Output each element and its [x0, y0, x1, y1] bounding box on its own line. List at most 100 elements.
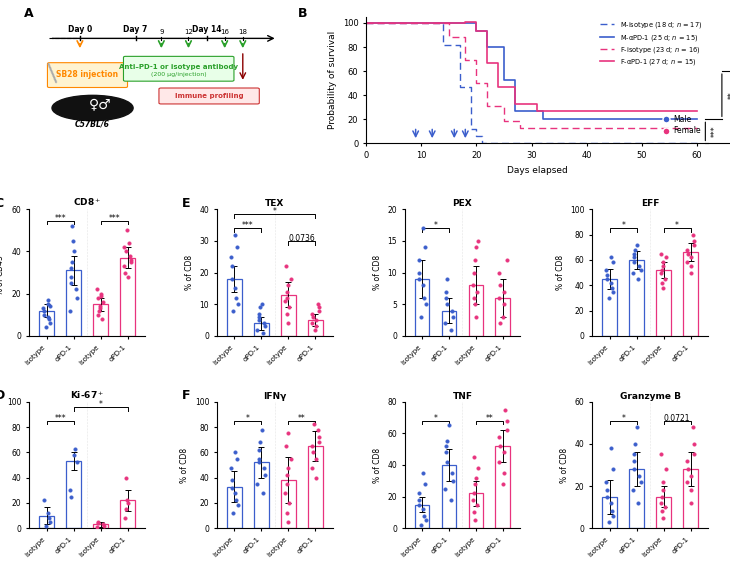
Point: [44, 302, 55, 311]
Point: [501, 425, 512, 434]
Point: [447, 477, 458, 486]
Point: [681, 245, 693, 254]
Point: [493, 268, 505, 277]
Text: C57BL/6: C57BL/6: [75, 120, 110, 129]
Point: [124, 251, 136, 260]
Point: [657, 486, 669, 495]
Text: Day 14: Day 14: [192, 25, 221, 34]
Text: A: A: [24, 7, 34, 20]
Point: [280, 488, 291, 497]
Point: [493, 432, 505, 441]
Point: [67, 237, 79, 246]
Point: [45, 518, 56, 527]
Point: [312, 300, 323, 309]
Text: F: F: [182, 389, 191, 402]
Text: B: B: [298, 7, 307, 20]
Point: [607, 287, 619, 296]
Point: [99, 521, 110, 530]
Point: [229, 448, 241, 457]
Y-axis label: % of CD8: % of CD8: [180, 447, 189, 483]
Bar: [602, 279, 617, 336]
Point: [604, 253, 616, 262]
Point: [258, 463, 270, 472]
Point: [280, 297, 291, 306]
Point: [66, 257, 78, 266]
Text: ♀♂: ♀♂: [89, 97, 112, 111]
Point: [94, 302, 106, 311]
Point: [442, 274, 453, 283]
Y-axis label: % of CD8: % of CD8: [185, 255, 194, 290]
Point: [604, 498, 616, 507]
Text: *: *: [246, 414, 250, 423]
Point: [231, 243, 243, 252]
Point: [600, 265, 612, 274]
Point: [282, 281, 293, 290]
Point: [313, 303, 325, 312]
Text: *: *: [621, 221, 625, 230]
Point: [255, 425, 267, 434]
X-axis label: Days elapsed: Days elapsed: [507, 166, 567, 175]
Text: *: *: [99, 400, 102, 409]
Point: [306, 463, 318, 472]
Point: [494, 442, 506, 451]
Point: [688, 450, 700, 459]
Point: [282, 319, 293, 328]
Point: [93, 519, 104, 528]
Bar: [683, 469, 698, 528]
Text: 0.0736: 0.0736: [288, 234, 315, 243]
Point: [310, 473, 322, 482]
Point: [685, 262, 697, 271]
FancyBboxPatch shape: [159, 88, 259, 104]
Point: [685, 498, 696, 507]
Point: [40, 323, 52, 332]
Text: *: *: [621, 414, 625, 423]
Point: [66, 279, 77, 288]
Point: [310, 454, 322, 463]
Point: [441, 457, 453, 466]
Point: [629, 249, 640, 258]
Point: [420, 300, 431, 309]
Point: [310, 322, 322, 331]
Point: [225, 463, 237, 472]
Point: [413, 274, 425, 283]
Bar: [415, 505, 429, 528]
Point: [417, 505, 429, 514]
Bar: [415, 279, 429, 336]
Y-axis label: % of CD8: % of CD8: [373, 255, 382, 290]
Point: [259, 470, 271, 479]
Point: [225, 252, 237, 261]
Bar: [93, 524, 108, 528]
Text: **: **: [298, 414, 306, 423]
Text: E: E: [182, 197, 191, 210]
Point: [254, 303, 266, 312]
Point: [281, 470, 293, 479]
Bar: [629, 469, 644, 528]
Point: [604, 443, 616, 452]
Point: [258, 319, 270, 328]
Point: [634, 262, 645, 271]
Point: [307, 312, 318, 321]
Bar: [469, 285, 483, 336]
Point: [498, 448, 510, 457]
Point: [469, 300, 481, 309]
Point: [126, 255, 137, 264]
Point: [281, 309, 293, 318]
Bar: [66, 270, 81, 336]
Point: [229, 230, 241, 239]
Point: [471, 500, 483, 509]
Point: [413, 495, 425, 504]
Point: [226, 262, 237, 271]
Point: [420, 516, 431, 525]
Point: [607, 258, 618, 267]
Text: /: /: [42, 61, 64, 85]
Point: [627, 486, 639, 495]
Point: [313, 306, 325, 315]
Point: [119, 268, 131, 277]
Point: [120, 247, 132, 256]
Point: [417, 468, 429, 477]
Point: [658, 477, 669, 486]
Y-axis label: % of CD8: % of CD8: [372, 447, 382, 483]
Bar: [39, 311, 54, 336]
Bar: [496, 298, 510, 336]
Text: ***: ***: [108, 214, 120, 223]
